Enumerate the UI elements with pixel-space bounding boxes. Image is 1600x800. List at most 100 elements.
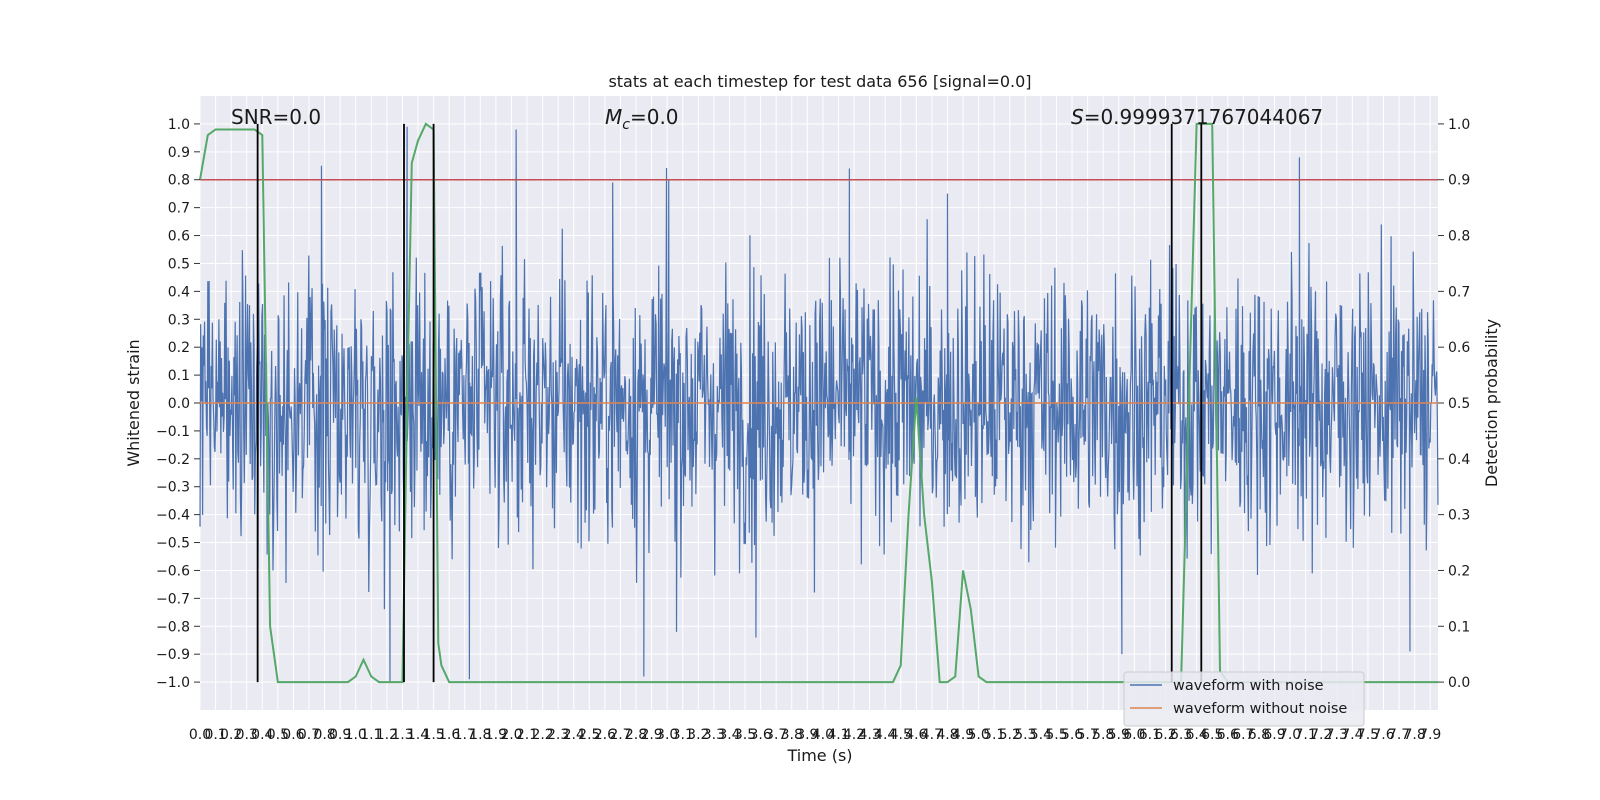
x-tick-label: 3.5	[734, 727, 756, 743]
y-right-tick-label: 0.1	[1448, 619, 1470, 635]
y-tick-label: 0.7	[168, 201, 190, 217]
x-tick-label: 1.2	[376, 727, 398, 743]
x-tick-label: 5.8	[1092, 727, 1114, 743]
x-tick-label: 7.3	[1326, 727, 1348, 743]
x-tick-label: 4.1	[827, 727, 849, 743]
y-right-tick-label: 0.6	[1448, 340, 1470, 356]
x-tick-label: 5.1	[983, 727, 1005, 743]
y-tick-label: −0.5	[156, 536, 190, 552]
x-tick-label: 5.7	[1076, 727, 1098, 743]
x-tick-label: 4.9	[952, 727, 974, 743]
y-right-tick-label: 0.2	[1448, 563, 1470, 579]
y-axis-label: Whitened strain	[124, 339, 143, 466]
x-tick-label: 0.1	[204, 727, 226, 743]
x-axis-label: Time (s)	[786, 746, 852, 765]
x-tick-label: 1.4	[407, 727, 429, 743]
x-tick-label: 3.0	[656, 727, 678, 743]
x-tick-label: 7.5	[1357, 727, 1379, 743]
x-tick-label: 3.6	[749, 727, 771, 743]
x-tick-label: 6.4	[1185, 727, 1207, 743]
x-tick-label: 0.4	[251, 727, 273, 743]
x-tick-label: 2.7	[609, 727, 631, 743]
x-tick-label: 4.0	[812, 727, 834, 743]
x-tick-label: 1.9	[485, 727, 507, 743]
y-tick-label: 0.6	[168, 229, 190, 245]
y-tick-label: 0.0	[168, 396, 190, 412]
y-right-tick-label: 0.0	[1448, 675, 1470, 691]
x-tick-label: 7.1	[1295, 727, 1317, 743]
x-tick-label: 7.6	[1372, 727, 1394, 743]
x-tick-label: 3.1	[672, 727, 694, 743]
x-tick-label: 6.1	[1139, 727, 1161, 743]
x-tick-label: 4.6	[905, 727, 927, 743]
y-tick-label: 0.8	[168, 173, 190, 189]
x-tick-label: 5.0	[967, 727, 989, 743]
x-tick-label: 4.4	[874, 727, 896, 743]
y-tick-label: −0.9	[156, 647, 190, 663]
x-tick-label: 0.5	[267, 727, 289, 743]
y-right-tick-label: 0.4	[1448, 452, 1470, 468]
x-tick-label: 4.5	[890, 727, 912, 743]
s-annotation: S=0.9999371767044067	[1071, 105, 1323, 129]
x-tick-label: 1.8	[469, 727, 491, 743]
noise-waveform	[199, 126, 1439, 683]
y-tick-label: −0.1	[156, 424, 190, 440]
x-tick-label: 6.6	[1217, 727, 1239, 743]
x-tick-label: 4.8	[936, 727, 958, 743]
x-tick-label: 7.2	[1310, 727, 1332, 743]
x-tick-label: 2.4	[563, 727, 585, 743]
x-tick-label: 7.0	[1279, 727, 1301, 743]
y-tick-label: 0.1	[168, 368, 190, 384]
y-tick-label: 0.5	[168, 256, 190, 272]
x-tick-label: 3.7	[765, 727, 787, 743]
x-tick-label: 5.3	[1014, 727, 1036, 743]
x-tick-label: 4.3	[858, 727, 880, 743]
y-right-tick-label: 0.8	[1448, 229, 1470, 245]
legend: waveform with noise waveform without noi…	[1123, 671, 1365, 727]
x-tick-label: 3.3	[703, 727, 725, 743]
lines-layer	[199, 122, 1438, 684]
chart-title: stats at each timestep for test data 656…	[608, 72, 1031, 91]
y-axis-label-right: Detection probability	[1482, 319, 1501, 487]
x-tick-label: 4.7	[921, 727, 943, 743]
x-tick-label: 4.2	[843, 727, 865, 743]
x-tick-label: 2.6	[594, 727, 616, 743]
mc-annotation: Mc=0.0	[605, 105, 679, 133]
x-tick-label: 1.7	[454, 727, 476, 743]
x-tick-label: 0.3	[236, 727, 258, 743]
x-tick-label: 0.9	[329, 727, 351, 743]
x-tick-label: 1.0	[345, 727, 367, 743]
x-tick-label: 2.0	[500, 727, 522, 743]
x-tick-label: 7.8	[1404, 727, 1426, 743]
y-right-tick-label: 0.9	[1448, 173, 1470, 189]
y-tick-label: −0.3	[156, 480, 190, 496]
x-tick-label: 6.5	[1201, 727, 1223, 743]
x-tick-label: 2.2	[531, 727, 553, 743]
x-tick-label: 0.2	[220, 727, 242, 743]
x-tick-label: 0.8	[313, 727, 335, 743]
y-right-tick-label: 0.5	[1448, 396, 1470, 412]
x-tick-label: 5.5	[1045, 727, 1067, 743]
x-tick-label: 7.9	[1419, 727, 1441, 743]
noise-series-line	[199, 126, 1439, 683]
x-tick-label: 1.3	[391, 727, 413, 743]
y-tick-label: −0.7	[156, 591, 190, 607]
x-tick-label: 5.6	[1061, 727, 1083, 743]
x-tick-label: 6.3	[1170, 727, 1192, 743]
legend-label-noise: waveform with noise	[1173, 678, 1324, 694]
x-tick-label: 2.5	[578, 727, 600, 743]
x-tick-label: 3.8	[781, 727, 803, 743]
x-tick-label: 5.2	[999, 727, 1021, 743]
y-right-tick-label: 0.7	[1448, 284, 1470, 300]
x-tick-label: 7.4	[1341, 727, 1363, 743]
x-tick-label: 7.7	[1388, 727, 1410, 743]
y-tick-label: 1.0	[168, 117, 190, 133]
legend-label-clean: waveform without noise	[1173, 701, 1347, 717]
x-tick-label: 3.2	[687, 727, 709, 743]
x-tick-label: 1.6	[438, 727, 460, 743]
y-tick-label: −1.0	[156, 675, 190, 691]
y-right-tick-label: 0.3	[1448, 508, 1470, 524]
snr-annotation: SNR=0.0	[231, 105, 321, 129]
x-tick-label: 0.6	[282, 727, 304, 743]
